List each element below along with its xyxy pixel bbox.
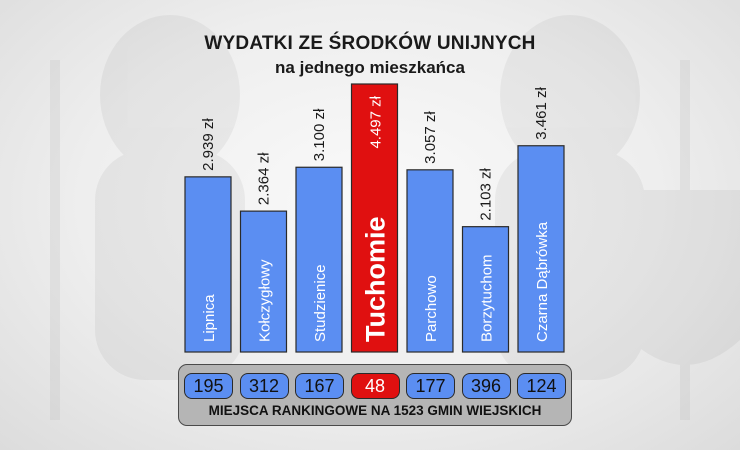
bar-label-lipnica: Lipnica bbox=[201, 294, 218, 342]
rank-badge: 396 bbox=[461, 373, 511, 399]
rank-badge: 124 bbox=[517, 373, 566, 399]
rank-badge: 195 bbox=[184, 373, 233, 399]
value-label-borzytuchom: 2.103 zł bbox=[478, 167, 495, 220]
bar-label-parchowo: Parchowo bbox=[423, 275, 440, 342]
bar-label-czarna-dąbrówka: Czarna Dąbrówka bbox=[534, 221, 551, 342]
value-label-lipnica: 2.939 zł bbox=[200, 118, 217, 171]
bar-parchowo bbox=[406, 169, 454, 353]
value-label-tuchomie: 4.497 zł bbox=[368, 95, 385, 148]
bar-tuchomie bbox=[350, 83, 399, 353]
value-label-kołczygłowy: 2.364 zł bbox=[256, 152, 273, 205]
bar-kołczygłowy bbox=[239, 210, 288, 353]
value-label-czarna-dąbrówka: 3.461 zł bbox=[533, 87, 550, 140]
ranking-caption: MIEJSCA RANKINGOWE NA 1523 GMIN WIEJSKIC… bbox=[208, 403, 542, 418]
bar-label-kołczygłowy: Kołczygłowy bbox=[257, 259, 274, 342]
ranking-panel: MIEJSCA RANKINGOWE NA 1523 GMIN WIEJSKIC… bbox=[178, 364, 572, 426]
rank-badge: 48 bbox=[350, 373, 400, 399]
rank-badge: 177 bbox=[406, 373, 455, 399]
rank-badge: 167 bbox=[295, 373, 344, 399]
chart-subtitle: na jednego mieszkańca bbox=[275, 58, 465, 77]
bar-czarna-dąbrówka bbox=[517, 145, 565, 353]
bar-studzienice bbox=[295, 166, 343, 353]
bar-borzytuchom bbox=[461, 226, 510, 353]
bar-lipnica bbox=[184, 176, 232, 353]
rank-badge: 312 bbox=[239, 373, 289, 399]
bar-label-studzienice: Studzienice bbox=[312, 264, 329, 342]
chart-title: WYDATKI ZE ŚRODKÓW UNIJNYCH bbox=[204, 33, 536, 54]
value-label-parchowo: 3.057 zł bbox=[422, 111, 439, 164]
bar-label-tuchomie: Tuchomie bbox=[361, 216, 391, 342]
bar-label-borzytuchom: Borzytuchom bbox=[479, 254, 496, 342]
value-label-studzienice: 3.100 zł bbox=[311, 108, 328, 161]
